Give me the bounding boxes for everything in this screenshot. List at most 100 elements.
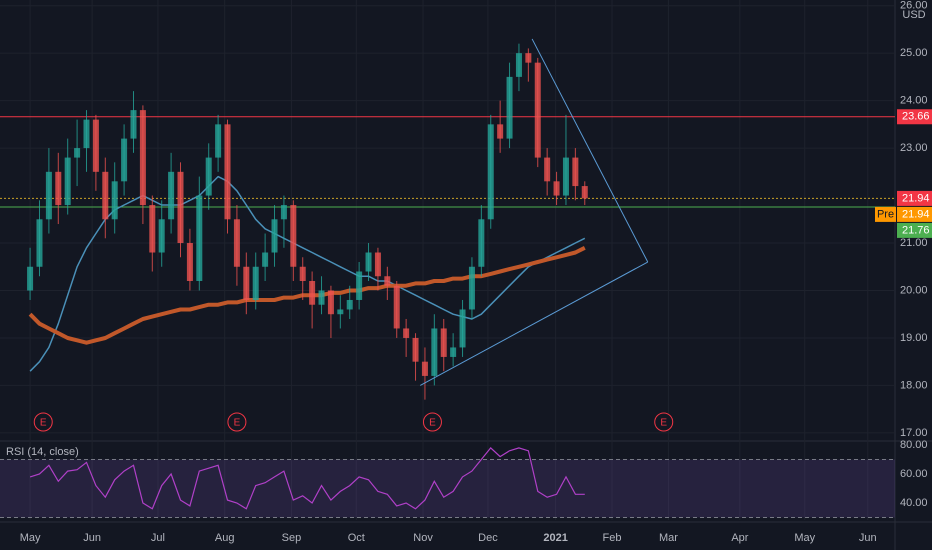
candle-body — [83, 119, 90, 149]
moving-average — [29, 175, 586, 372]
candle-body — [365, 252, 372, 272]
candle-body — [534, 62, 541, 158]
candle-body — [412, 337, 419, 362]
candle-body — [92, 119, 99, 172]
x-tick-label: Nov — [413, 532, 433, 544]
rsi-tick-label: 60.00 — [900, 468, 928, 480]
x-tick-label: Apr — [731, 532, 748, 544]
candle-body — [459, 309, 466, 348]
earnings-marker — [422, 412, 442, 432]
candle-body — [356, 271, 363, 300]
earnings-marker — [227, 412, 247, 432]
price-label: 21.76 — [902, 224, 930, 236]
candle-body — [374, 252, 381, 277]
candle-body — [121, 138, 128, 182]
x-tick-label: Aug — [215, 532, 235, 544]
candle-body — [515, 53, 522, 77]
earnings-label: E — [429, 418, 436, 429]
candle-body — [421, 361, 428, 376]
candle-body — [581, 186, 588, 199]
candle-body — [384, 276, 391, 286]
price-label-tag-box — [875, 206, 896, 222]
candle-body — [64, 157, 71, 206]
rsi-tick-label: 40.00 — [900, 497, 928, 509]
price-label-box — [897, 222, 932, 238]
price-label-box — [897, 190, 932, 206]
earnings-marker — [654, 412, 674, 432]
x-tick-label: Jun — [859, 532, 877, 544]
candle-body — [215, 124, 222, 158]
candle-body — [290, 205, 297, 267]
candle-body — [233, 219, 240, 267]
moving-average — [28, 246, 586, 345]
candle-body — [544, 157, 551, 182]
x-tick-label: 2021 — [543, 532, 567, 544]
y-tick-label: 24.00 — [900, 95, 928, 107]
price-label-box — [897, 206, 932, 222]
candle-body — [27, 266, 34, 291]
candle-body — [327, 290, 334, 315]
candle-body — [393, 285, 400, 329]
earnings-label: E — [660, 418, 667, 429]
candle-body — [243, 266, 250, 300]
candle-body — [487, 124, 494, 220]
candle-body — [196, 195, 203, 281]
candle-body — [431, 328, 438, 376]
x-tick-label: Oct — [348, 532, 365, 544]
candle-body — [74, 148, 81, 158]
price-label: 21.94 — [902, 208, 930, 220]
earnings-marker — [33, 412, 53, 432]
y-tick-label: 18.00 — [900, 379, 928, 391]
price-label-box — [897, 109, 932, 125]
x-tick-label: May — [20, 532, 41, 544]
y-tick-label: 19.00 — [900, 332, 928, 344]
price-label: 23.66 — [902, 111, 930, 123]
x-tick-label: Mar — [659, 532, 678, 544]
candle-body — [309, 280, 316, 305]
candle-body — [553, 181, 560, 196]
candle-body — [337, 309, 344, 315]
candle-body — [224, 124, 231, 220]
candle-body — [139, 110, 146, 206]
candle-body — [149, 205, 156, 253]
candle-body — [186, 243, 193, 281]
currency: USD — [902, 9, 925, 21]
x-tick-label: May — [794, 532, 815, 544]
y-tick-label: 21.00 — [900, 237, 928, 249]
candle-body — [299, 266, 306, 281]
x-tick-label: Jul — [151, 532, 165, 544]
candle-body — [440, 328, 447, 357]
candle-body — [55, 171, 62, 206]
candle-body — [102, 171, 109, 220]
rsi-line — [29, 447, 585, 510]
candle-body — [280, 205, 287, 220]
y-tick-label: 17.00 — [900, 427, 928, 439]
candle-body — [506, 76, 513, 139]
candle-body — [177, 171, 184, 244]
candle-body — [403, 328, 410, 338]
candle-body — [572, 157, 579, 187]
earnings-label: E — [234, 418, 241, 429]
rsi-band-fill — [0, 459, 895, 518]
candle-body — [262, 252, 269, 267]
price-label: 21.94 — [902, 192, 930, 204]
candle-body — [346, 299, 353, 310]
price-label-tag: Pre — [877, 208, 894, 220]
candle-body — [111, 181, 118, 220]
x-tick-label: Sep — [282, 532, 302, 544]
y-tick-label: 20.00 — [900, 284, 928, 296]
candle-body — [562, 157, 569, 196]
candle-body — [497, 124, 504, 139]
earnings-label: E — [40, 418, 47, 429]
x-tick-label: Feb — [603, 532, 622, 544]
x-tick-label: Jun — [83, 532, 101, 544]
candle-body — [478, 219, 485, 267]
candle-body — [168, 171, 175, 220]
candle-body — [130, 110, 137, 139]
x-tick-label: Dec — [478, 532, 498, 544]
candle-body — [450, 347, 457, 357]
candle-body — [36, 219, 43, 267]
candle-body — [525, 53, 532, 63]
